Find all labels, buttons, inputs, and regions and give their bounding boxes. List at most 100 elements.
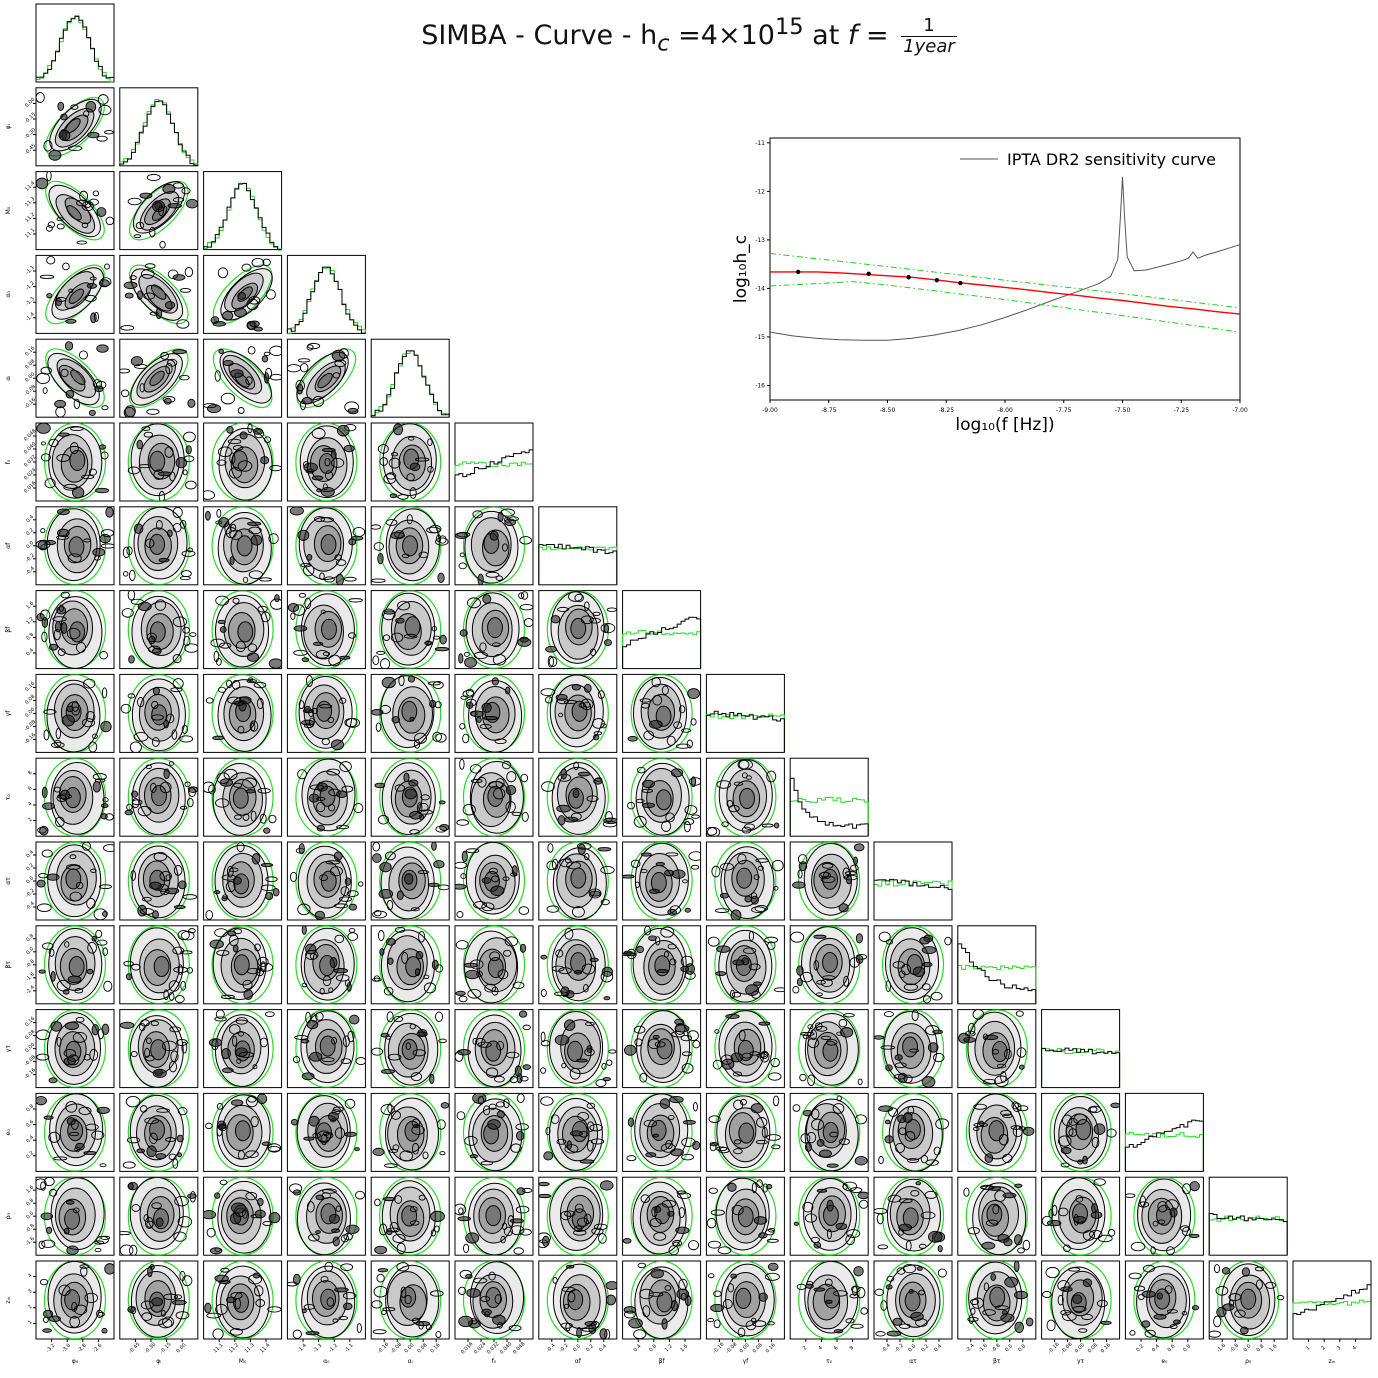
contour-blob xyxy=(383,610,395,615)
contour-blob xyxy=(1016,1047,1027,1058)
contour-blob xyxy=(264,436,272,444)
y-tick-label: 4 xyxy=(27,1273,33,1279)
contour-blob xyxy=(479,642,487,652)
contour-blob xyxy=(513,1247,524,1255)
contour-blob xyxy=(397,600,411,611)
contour-blob xyxy=(230,1099,244,1107)
inset-x-tick-label: -8.75 xyxy=(821,407,837,414)
contour-blob xyxy=(164,887,180,895)
contour-panel-10-4 xyxy=(370,841,450,921)
contour-blob xyxy=(666,735,676,746)
contour-blob xyxy=(663,951,669,958)
contour-blob xyxy=(842,1183,848,1190)
contour-panel-14-5 xyxy=(454,1176,534,1256)
contour-blob xyxy=(728,804,740,813)
density-map xyxy=(455,925,527,1004)
contour-blob xyxy=(185,445,192,455)
contour-blob xyxy=(738,759,753,770)
posterior-contour xyxy=(69,621,86,643)
contour-blob xyxy=(688,851,701,861)
contour-blob xyxy=(490,885,505,897)
contour-blob xyxy=(382,1196,396,1202)
contour-blob xyxy=(922,961,933,968)
density-map xyxy=(874,1261,947,1339)
contour-blob xyxy=(184,267,194,278)
contour-blob xyxy=(455,861,468,869)
posterior-contour xyxy=(568,787,584,809)
contour-blob xyxy=(674,1024,690,1033)
contour-blob xyxy=(66,1245,79,1256)
contour-panel-10-6 xyxy=(538,841,618,921)
contour-blob xyxy=(813,1287,826,1292)
y-tick-label: 2 xyxy=(27,1304,33,1310)
contour-blob xyxy=(145,1055,155,1062)
contour-panel-8-3 xyxy=(286,673,366,753)
y-tick-label: 1.2 xyxy=(25,616,35,626)
x-tick-label: 1.6 xyxy=(679,1343,689,1353)
x-tick-label: -1.1 xyxy=(344,1343,355,1354)
contour-blob xyxy=(1182,1183,1191,1195)
contour-blob xyxy=(228,934,239,947)
contour-blob xyxy=(146,1145,157,1158)
contour-blob xyxy=(636,945,644,954)
contour-blob xyxy=(183,635,191,647)
contour-blob xyxy=(101,405,109,411)
contour-blob xyxy=(1002,1192,1017,1199)
contour-blob xyxy=(429,699,437,708)
density-map xyxy=(1125,1177,1200,1256)
x-tick-label: 0.4 xyxy=(598,1343,608,1353)
contour-blob xyxy=(505,784,517,796)
posterior-histogram xyxy=(454,449,534,501)
contour-blob xyxy=(352,527,366,537)
contour-blob xyxy=(485,1067,499,1078)
prior-contour xyxy=(295,423,358,501)
x-tick-label: 0.8 xyxy=(1017,1343,1027,1353)
contour-blob xyxy=(752,1320,767,1327)
posterior-contour xyxy=(1075,1119,1092,1141)
contour-blob xyxy=(933,1146,941,1156)
y-axis-label: αf xyxy=(5,542,12,549)
contour-blob xyxy=(303,1136,315,1141)
contour-blob xyxy=(439,634,447,645)
contour-blob xyxy=(516,1093,525,1103)
contour-blob xyxy=(1189,1181,1200,1192)
contour-blob xyxy=(593,731,603,736)
contour-blob xyxy=(92,547,106,557)
posterior-contour xyxy=(317,372,333,389)
contour-blob xyxy=(260,456,270,465)
contour-panel-6-4 xyxy=(370,506,450,586)
contour-blob xyxy=(232,445,244,451)
contour-blob xyxy=(330,450,337,459)
contour-blob xyxy=(371,1047,384,1056)
contour-blob xyxy=(1089,1106,1098,1113)
contour-blob xyxy=(181,724,188,734)
contour-blob xyxy=(627,1117,635,1127)
contour-blob xyxy=(642,779,655,789)
contour-blob xyxy=(556,606,570,612)
contour-blob xyxy=(690,864,700,870)
contour-blob xyxy=(65,1200,75,1205)
contour-blob xyxy=(903,983,919,991)
contour-blob xyxy=(766,1183,773,1190)
contour-blob xyxy=(81,718,96,728)
posterior-contour xyxy=(902,1036,918,1058)
contour-blob xyxy=(336,824,350,830)
contour-blob xyxy=(937,1245,943,1253)
contour-blob xyxy=(458,1286,467,1295)
contour-blob xyxy=(853,843,865,852)
y-tick-label: 0.08 xyxy=(24,1029,36,1041)
contour-blob xyxy=(711,865,721,878)
contour-blob xyxy=(430,1290,444,1297)
contour-blob xyxy=(501,760,512,770)
contour-blob xyxy=(592,611,601,617)
inset-x-tick-label: -7.25 xyxy=(1173,407,1189,414)
contour-blob xyxy=(731,1204,744,1216)
contour-blob xyxy=(64,1021,80,1030)
contour-blob xyxy=(41,942,54,950)
contour-blob xyxy=(456,1111,466,1121)
y-tick-label: -1.3 xyxy=(25,296,36,307)
contour-blob xyxy=(312,641,324,646)
contour-blob xyxy=(119,1021,135,1029)
contour-blob xyxy=(492,787,506,800)
contour-panel-11-8 xyxy=(705,925,785,1005)
